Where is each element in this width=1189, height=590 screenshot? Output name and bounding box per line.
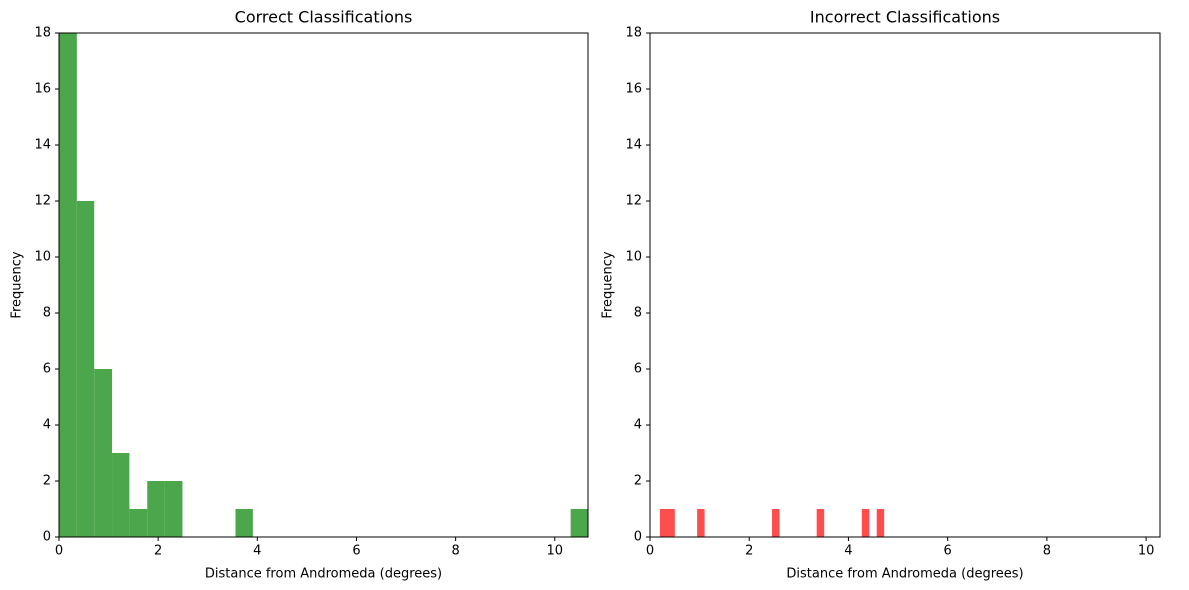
y-tick-label: 14 <box>625 138 642 153</box>
y-axis-label: Frequency <box>601 251 616 318</box>
x-tick-label: 2 <box>154 544 162 559</box>
x-axis-label: Distance from Andromeda (degrees) <box>786 567 1023 582</box>
histogram-bar <box>772 509 780 537</box>
y-tick-label: 10 <box>625 250 642 265</box>
y-tick-label: 4 <box>634 418 642 433</box>
histogram-bar <box>667 509 675 537</box>
y-tick-label: 12 <box>34 194 51 209</box>
histogram-bar <box>861 509 870 537</box>
x-tick-label: 10 <box>1138 544 1155 559</box>
histogram-bar <box>94 369 113 537</box>
histogram-bar <box>164 481 183 537</box>
y-tick-label: 18 <box>34 26 51 41</box>
y-tick-label: 2 <box>43 474 51 489</box>
y-tick-label: 6 <box>634 362 642 377</box>
y-tick-label: 14 <box>34 138 51 153</box>
histogram-bar <box>147 481 165 537</box>
y-tick-label: 8 <box>43 306 51 321</box>
x-tick-label: 8 <box>451 544 459 559</box>
x-tick-label: 8 <box>1043 544 1051 559</box>
y-tick-label: 6 <box>43 362 51 377</box>
histogram-bar <box>76 201 95 537</box>
histogram-bar <box>816 509 825 537</box>
chart-title: Correct Classifications <box>235 8 413 27</box>
histogram-bar <box>876 509 885 537</box>
y-tick-label: 12 <box>625 194 642 209</box>
x-tick-label: 0 <box>646 544 654 559</box>
y-tick-label: 8 <box>634 306 642 321</box>
y-tick-label: 18 <box>625 26 642 41</box>
y-axis-label: Frequency <box>10 251 25 318</box>
histogram-bar <box>659 509 668 537</box>
histogram-bar <box>570 509 588 537</box>
y-tick-label: 16 <box>625 82 642 97</box>
histogram-bar <box>697 509 705 537</box>
y-tick-label: 16 <box>34 82 51 97</box>
x-tick-label: 10 <box>547 544 564 559</box>
x-tick-label: 4 <box>844 544 852 559</box>
x-tick-label: 2 <box>745 544 753 559</box>
x-axis-label: Distance from Andromeda (degrees) <box>205 567 442 582</box>
y-tick-label: 0 <box>43 530 51 545</box>
chart-title: Incorrect Classifications <box>810 8 1000 27</box>
histogram-bar <box>112 453 130 537</box>
histogram-bar <box>235 509 253 537</box>
x-tick-label: 6 <box>352 544 360 559</box>
y-tick-label: 4 <box>43 418 51 433</box>
y-tick-label: 0 <box>634 530 642 545</box>
x-tick-label: 0 <box>55 544 63 559</box>
histogram-bar <box>129 509 148 537</box>
y-tick-label: 2 <box>634 474 642 489</box>
x-tick-label: 4 <box>253 544 261 559</box>
plot-frame <box>58 32 589 538</box>
plot-frame <box>649 32 1161 538</box>
histogram-bar <box>59 33 77 537</box>
x-tick-label: 6 <box>944 544 952 559</box>
y-tick-label: 10 <box>34 250 51 265</box>
